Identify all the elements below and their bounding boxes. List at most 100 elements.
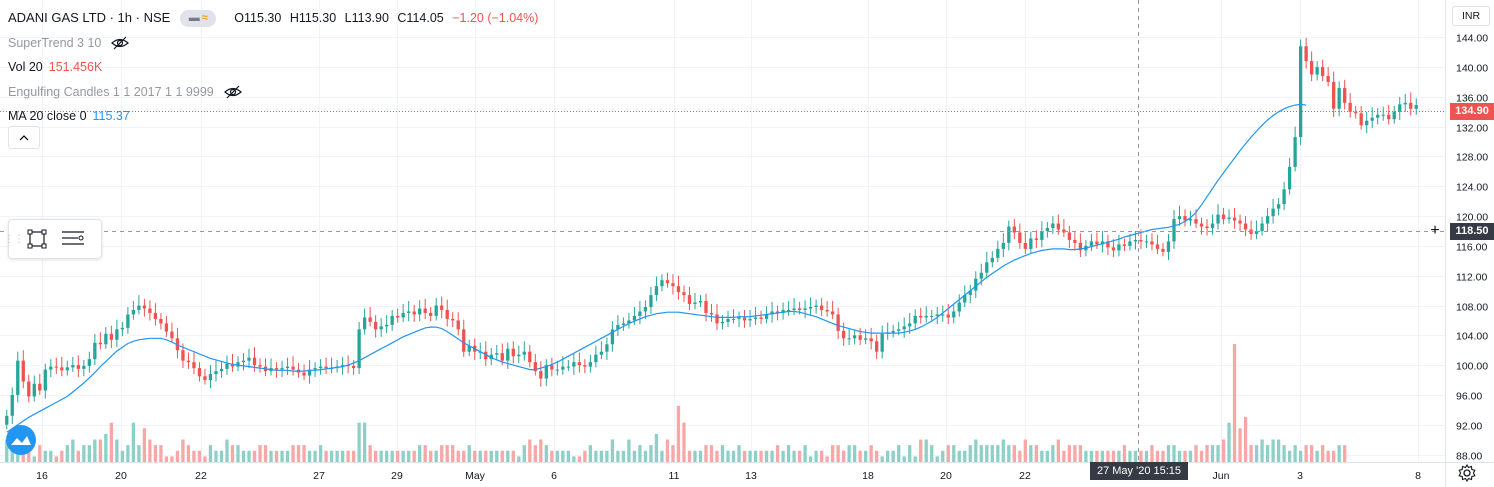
volume-bar [654,433,659,462]
symbol-title[interactable]: ADANI GAS LTD · 1h · NSE [8,10,171,26]
last-price-label: 134.90 [1450,103,1494,120]
volume-bar [362,422,367,462]
volume-bar [990,445,994,462]
volume-bar [170,456,174,462]
candle-down [1332,81,1336,109]
volume-bar [1062,450,1066,462]
settings-lines-button[interactable] [55,221,91,257]
drag-handle-icon[interactable]: ⋮⋮ [4,233,24,245]
volume-bar [880,456,884,462]
candle-up [781,309,785,313]
collapse-legend-button[interactable] [8,126,40,149]
volume-bar [373,450,378,462]
time-tick-label: Jun [1213,470,1230,482]
volume-bar [440,445,444,462]
candle-down [539,371,543,379]
candle-up [1260,223,1264,231]
candle-down [159,318,163,324]
volume-bar [864,450,868,462]
object-tree-button[interactable] [19,221,55,257]
volume-bar [555,450,559,462]
volume-bar [396,450,400,462]
volume-bar [418,445,422,462]
candle-up [407,311,411,313]
volume-bar [522,445,526,462]
gear-icon[interactable] [1458,464,1476,482]
time-tick-label: 18 [862,470,874,482]
volume-bar [797,450,802,462]
candle-down [203,376,207,381]
indicator-ma[interactable]: MA 20 close 0 115.37 [8,104,543,129]
volume-bar [104,433,108,462]
candle-up [10,394,14,416]
volume-bar [781,450,785,462]
currency-label[interactable]: INR [1452,6,1490,26]
indicator-value: 151.456K [48,60,103,75]
indicator-engulfing[interactable]: Engulfing Candles 1 1 2017 1 1 9999 [8,80,543,105]
volume-bar [1293,445,1297,462]
candle-down [1348,102,1352,112]
candle-up [214,371,218,375]
candle-down [1155,244,1160,249]
add-alert-plus-icon[interactable]: + [1430,222,1440,239]
candle-up [5,415,9,425]
eye-hidden-icon[interactable] [111,36,130,50]
volume-bar [192,450,196,462]
volume-bar [71,439,75,462]
candle-down [445,309,449,319]
indicator-volume[interactable]: Vol 20 151.456K [8,55,543,80]
volume-bar [1073,445,1077,462]
indicator-supertrend[interactable]: SuperTrend 3 10 [8,31,543,56]
volume-bar [698,450,703,462]
candle-down [423,308,427,313]
candle-up [654,286,659,296]
crosshair-date-label: 27 May '20 15:15 [1090,462,1188,480]
volume-bar [126,445,130,462]
volume-bar [291,445,295,462]
candle-up [594,354,598,363]
candle-up [996,248,1000,258]
candle-down [351,365,356,369]
candle-down [302,372,306,376]
candle-down [484,351,488,360]
candle-up [1282,189,1286,205]
volume-bar [280,450,284,462]
volume-bar [957,450,961,462]
candle-up [764,314,769,319]
volume-bar [467,445,471,462]
candle-up [495,353,499,355]
price-tick-label: 104.00 [1456,331,1488,343]
ohlc-values: O115.30 H115.30 L113.90 C114.05 −1.20 (−… [234,7,543,29]
candle-down [429,312,433,316]
volume-bar [1007,445,1011,462]
candle-up [572,362,576,367]
volume-bar [38,445,42,462]
volume-bar [1260,439,1264,462]
indicator-label: SuperTrend 3 10 [8,35,102,50]
candle-down [1359,113,1363,126]
candle-down [440,305,444,310]
volume-bar [1177,450,1182,462]
candle-up [49,366,53,370]
candle-up [1133,239,1138,242]
volume-bar [902,456,906,462]
volume-bar [131,422,136,462]
volume-bar [561,450,565,462]
volume-bar [1282,445,1286,462]
candle-down [1343,87,1347,103]
volume-bar [985,445,989,462]
candle-up [599,351,604,355]
volume-bar [1320,445,1325,462]
candle-down [186,360,191,363]
compare-toggle[interactable]: ▬ ≈ [180,9,217,27]
candle-up [621,323,626,325]
candle-down [76,365,80,369]
volume-bar [1249,445,1253,462]
candle-up [627,320,631,324]
tradingview-logo[interactable] [6,425,36,455]
volume-bar [687,450,692,462]
volume-bar [1243,417,1248,462]
volume-bar [539,439,543,462]
eye-hidden-icon[interactable] [223,85,242,99]
